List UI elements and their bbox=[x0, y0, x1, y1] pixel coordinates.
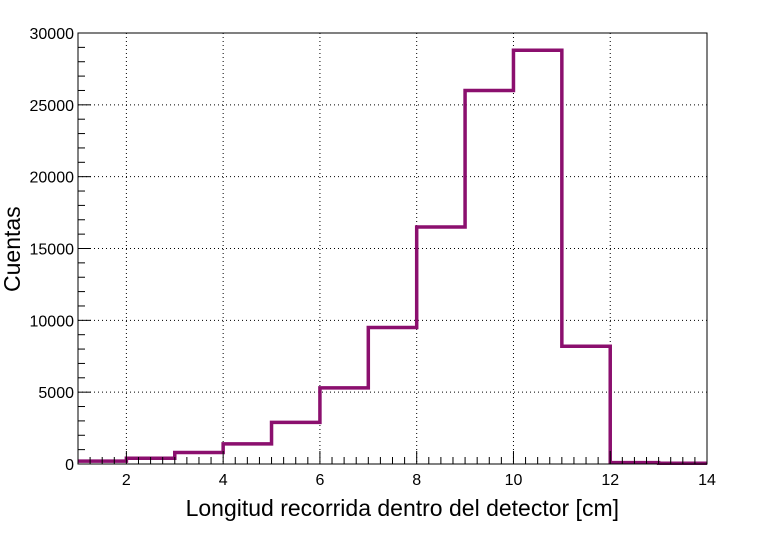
y-tick-label: 25000 bbox=[30, 98, 75, 115]
y-tick-label: 20000 bbox=[30, 170, 75, 187]
y-tick-label: 0 bbox=[65, 457, 74, 474]
y-tick-label: 10000 bbox=[30, 313, 75, 330]
x-tick-label: 14 bbox=[698, 472, 716, 489]
x-tick-label: 12 bbox=[601, 472, 619, 489]
x-tick-label: 8 bbox=[412, 472, 421, 489]
axis-ticks bbox=[77, 32, 708, 465]
y-tick-label: 30000 bbox=[30, 26, 75, 43]
y-tick-label: 5000 bbox=[38, 385, 74, 402]
x-tick-label: 4 bbox=[219, 472, 228, 489]
plot-frame bbox=[77, 32, 708, 465]
grid-lines bbox=[78, 33, 707, 464]
y-tick-label: 15000 bbox=[30, 242, 75, 259]
x-tick-label: 2 bbox=[122, 472, 131, 489]
x-tick-label: 10 bbox=[505, 472, 523, 489]
y-axis-title: Cuentas bbox=[0, 206, 25, 292]
x-axis-title: Longitud recorrida dentro del detector [… bbox=[186, 495, 619, 521]
histogram-series bbox=[78, 48, 707, 466]
histogram-line bbox=[78, 48, 707, 466]
tick-labels: 2 4 6 8 10 12 14 0 5000 10000 15000 20000 25000 30000 bbox=[30, 26, 717, 489]
x-tick-label: 6 bbox=[315, 472, 324, 489]
